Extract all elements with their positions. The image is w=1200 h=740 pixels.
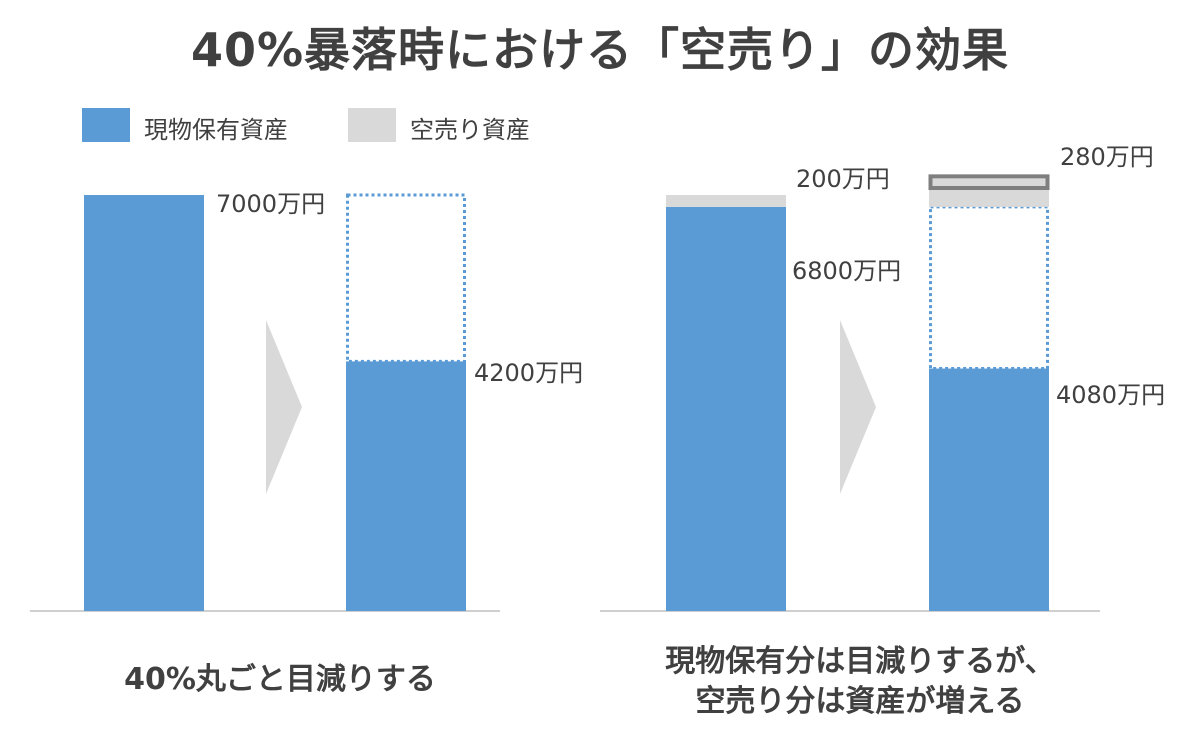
panel-2-after-physical-bar (929, 368, 1049, 611)
caption-right: 現物保有分は目減りするが、 空売り分は資産が増える (610, 642, 1110, 722)
panel-1-label-after-physical: 4200万円 (474, 359, 583, 387)
panel-2-label-after-physical: 4080万円 (1056, 381, 1165, 409)
legend-swatch-short (348, 108, 396, 142)
panel-1-after-lost-region (346, 193, 466, 363)
panel-2-before-short-bar (666, 195, 786, 207)
legend-label-physical: 現物保有資産 (144, 116, 288, 144)
legend-label-short: 空売り資産 (410, 116, 530, 144)
panel-2-label-before-short: 200万円 (796, 165, 890, 193)
panel-2-before-physical-bar (666, 206, 786, 611)
panel-2-after-short-gain-box (928, 174, 1050, 191)
panel-1-after-physical-bar (346, 361, 466, 611)
panel-1-label-before-physical: 7000万円 (216, 190, 325, 218)
caption-left-line-1: 40%丸ごと目減りする (124, 662, 436, 697)
panel-2-label-before-physical: 6800万円 (792, 257, 901, 285)
panel-2-after-lost-region (929, 205, 1049, 371)
caption-right-line-1: 現物保有分は目減りするが、 (665, 644, 1055, 679)
chart-title: 40%暴落時における「空売り」の効果 (190, 23, 1010, 77)
panel-1-arrow-icon (266, 320, 302, 494)
legend-swatch-physical (82, 108, 130, 142)
panel-2-after-short-bar (929, 178, 1049, 207)
panel-1-before-physical-bar (84, 195, 204, 611)
caption-right-line-2: 空売り分は資産が増える (695, 684, 1025, 719)
panel-2-label-after-gain: 280万円 (1060, 143, 1154, 171)
panel-2-arrow-icon (840, 320, 876, 494)
caption-left: 40%丸ごと目減りする (30, 660, 530, 700)
